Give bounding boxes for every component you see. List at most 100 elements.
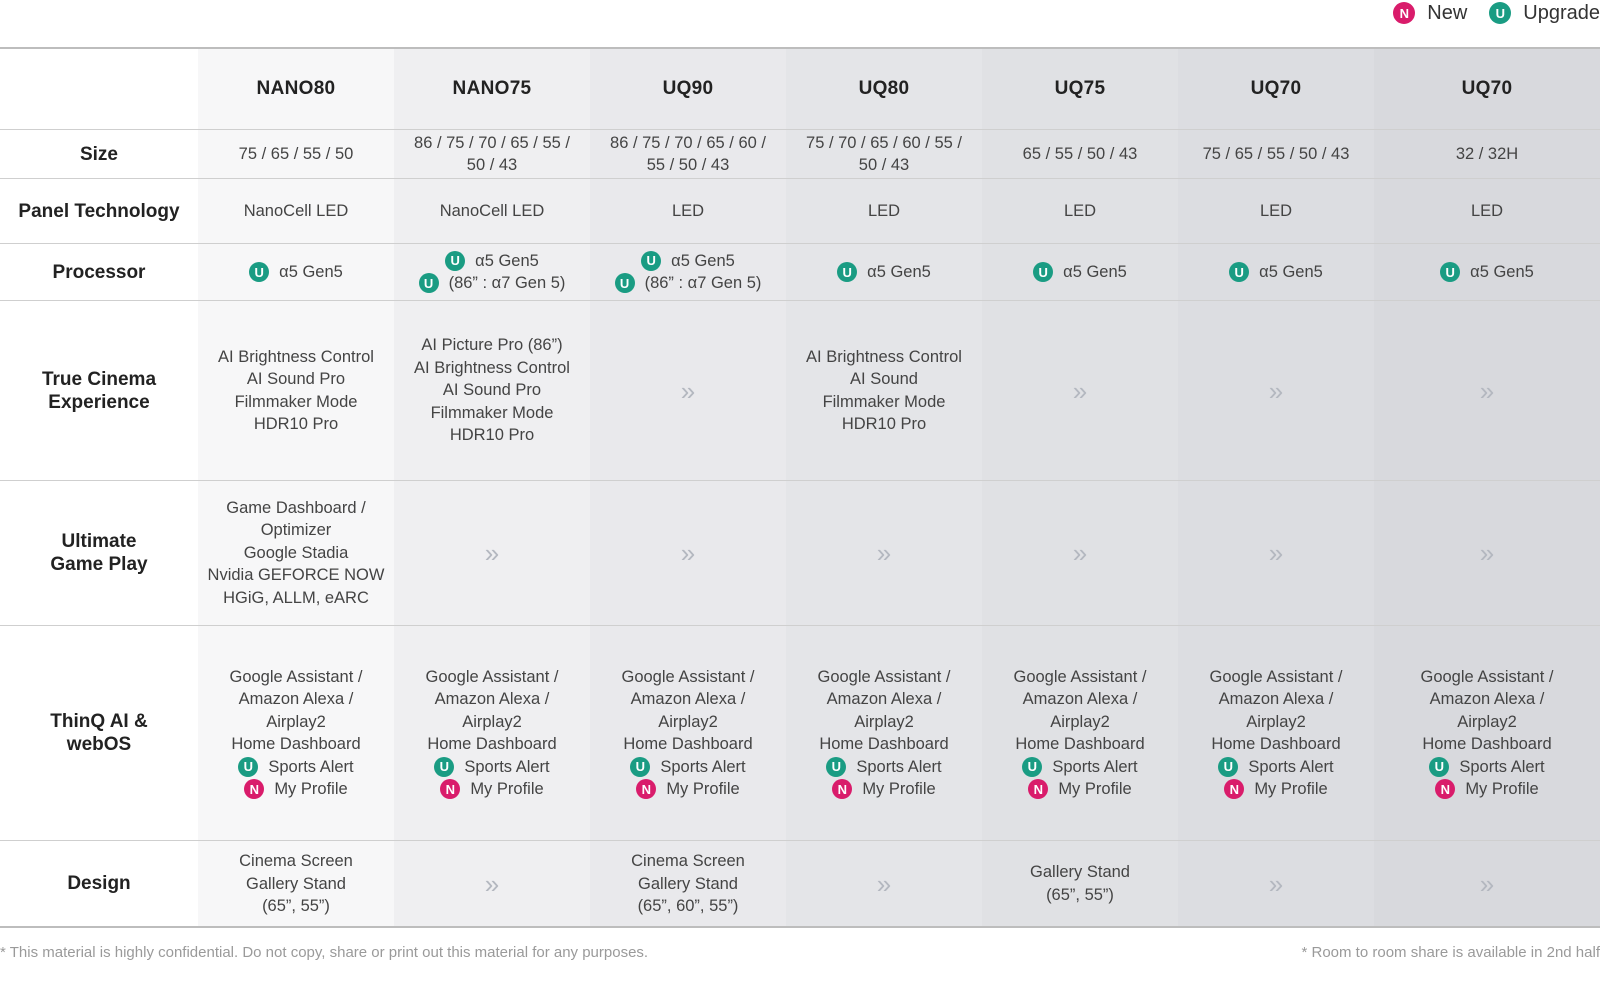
- upgrade-badge-icon: U: [1218, 756, 1239, 777]
- spec-row: Ultimate Game Play Game Dashboard / Optimi…: [0, 480, 1600, 626]
- cell-line: AI Sound: [786, 368, 982, 391]
- new-badge-icon: N: [832, 779, 853, 800]
- not-available-chevron-icon: »: [786, 538, 982, 568]
- upgrade-badge-icon: U: [1229, 262, 1250, 282]
- cell-line: 75 / 65 / 55 / 50 / 43: [1178, 143, 1374, 166]
- spec-row: ThinQ AI & webOS Google Assistant / Amazon…: [0, 625, 1600, 841]
- cell-text: Home Dashboard: [427, 735, 557, 753]
- cell-line: Google Assistant /: [1374, 666, 1600, 689]
- cell-text: Sports Alert: [660, 757, 746, 776]
- cell-text: My Profile: [1465, 780, 1539, 798]
- cell-text: Airplay2: [1457, 712, 1517, 731]
- new-badge-icon: N: [1435, 779, 1456, 800]
- cell-text: Sports Alert: [856, 757, 942, 776]
- cell-text: α5 Gen5: [1470, 262, 1534, 281]
- cell-text: α5 Gen5: [475, 251, 539, 270]
- cell-text: Google Assistant /: [425, 667, 559, 686]
- model-header: NANO80: [256, 78, 336, 99]
- new-badge-icon: N: [440, 779, 461, 800]
- cell-text: Amazon Alexa /: [1429, 690, 1545, 708]
- cell-text: (65”, 55”): [1046, 885, 1114, 904]
- spec-cell: »: [1178, 480, 1374, 626]
- upgrade-badge-icon: U: [445, 250, 466, 271]
- legend-upgrade: U Upgrade: [1489, 2, 1600, 25]
- cell-line: N My Profile: [590, 778, 786, 801]
- chevron-icon: »: [1072, 375, 1088, 406]
- cell-line: AI Brightness Control: [786, 346, 982, 369]
- cell-line: Airplay2: [198, 711, 394, 734]
- cell-line: N My Profile: [394, 778, 590, 801]
- model-header-row: NANO80 NANO75 UQ90 UQ80 UQ75 UQ70 UQ70: [0, 49, 1600, 130]
- spec-cell: »: [982, 480, 1178, 626]
- cell-text: Sports Alert: [268, 757, 354, 776]
- cell-text: NanoCell LED: [439, 201, 545, 220]
- cell-text: AI Brightness Control: [806, 347, 962, 366]
- cell-line: N My Profile: [786, 778, 982, 801]
- cell-text: Sports Alert: [464, 757, 550, 776]
- new-badge-icon: N: [1028, 779, 1049, 800]
- cell-line: U (86” : α7 Gen 5): [590, 272, 786, 295]
- cell-text: Google Assistant /: [229, 667, 363, 686]
- cell-text: AI Brightness Control: [218, 347, 374, 366]
- not-available-chevron-icon: »: [982, 538, 1178, 568]
- cell-text: (65”, 55”): [262, 897, 330, 915]
- cell-text: Cinema Screen: [631, 852, 745, 870]
- cell-line: Optimizer: [198, 519, 394, 542]
- cell-line: N My Profile: [1178, 778, 1374, 801]
- cell-line: 86 / 75 / 70 / 65 / 60 /: [590, 132, 786, 155]
- spec-cell: »: [786, 840, 982, 927]
- cell-line: U Sports Alert: [982, 756, 1178, 779]
- row-label: Size: [0, 129, 198, 179]
- cell-text: 75 / 65 / 55 / 50 / 43: [1202, 144, 1350, 163]
- cell-text: Google Stadia: [243, 543, 349, 562]
- cell-line: 50 / 43: [786, 154, 982, 177]
- cell-line: U Sports Alert: [198, 756, 394, 779]
- model-header: UQ90: [662, 78, 714, 99]
- spec-cell: »: [1178, 840, 1374, 927]
- spec-cell: Google Assistant / Amazon Alexa / Airplay2…: [394, 625, 590, 841]
- spec-cell: »: [982, 300, 1178, 481]
- cell-text: LED: [1259, 201, 1293, 220]
- cell-text: Sports Alert: [1248, 757, 1334, 776]
- cell-line: Airplay2: [786, 711, 982, 734]
- cell-text: Home Dashboard: [1015, 735, 1145, 753]
- cell-text: LED: [1470, 201, 1504, 220]
- spec-body: Size 75 / 65 / 55 / 50 86 / 75 / 70 / 65 /…: [0, 129, 1600, 927]
- cell-line: Gallery Stand: [590, 873, 786, 896]
- cell-text: HDR10 Pro: [253, 415, 339, 433]
- cell-line: N My Profile: [1374, 778, 1600, 801]
- cell-text: AI Brightness Control: [414, 358, 570, 377]
- cell-text: Google Assistant /: [817, 667, 951, 686]
- cell-line: Home Dashboard: [1374, 733, 1600, 756]
- spec-cell: LED: [1178, 178, 1374, 244]
- cell-text: Airplay2: [462, 712, 522, 731]
- chevron-icon: »: [1072, 538, 1088, 568]
- cell-line: Amazon Alexa /: [394, 688, 590, 711]
- upgrade-badge-icon: U: [630, 756, 651, 777]
- spec-cell: LED: [590, 178, 786, 244]
- not-available-chevron-icon: »: [1178, 540, 1374, 566]
- row-label: Ultimate Game Play: [0, 480, 198, 626]
- spec-cell: AI Brightness Control AI Sound Pro Filmmak…: [198, 300, 394, 481]
- legend-new: N New: [1393, 2, 1467, 25]
- cell-text: 65 / 55 / 50 / 43: [1022, 144, 1138, 163]
- spec-cell: Google Assistant / Amazon Alexa / Airplay2…: [786, 625, 982, 841]
- cell-text: Google Assistant /: [621, 667, 755, 686]
- cell-text: 86 / 75 / 70 / 65 / 60 /: [610, 133, 766, 152]
- upgrade-badge-icon: U: [1429, 756, 1450, 777]
- cell-text: Gallery Stand: [638, 874, 738, 893]
- new-badge-icon: N: [1393, 2, 1416, 24]
- model-header: UQ70: [1250, 78, 1302, 99]
- cell-line: Home Dashboard: [982, 733, 1178, 756]
- cell-line: 86 / 75 / 70 / 65 / 55 /: [394, 132, 590, 155]
- cell-text: Amazon Alexa /: [1022, 690, 1138, 708]
- cell-line: Home Dashboard: [590, 733, 786, 756]
- upgrade-badge-icon: U: [418, 273, 439, 294]
- cell-text: Optimizer: [260, 521, 332, 540]
- chevron-icon: »: [876, 538, 892, 568]
